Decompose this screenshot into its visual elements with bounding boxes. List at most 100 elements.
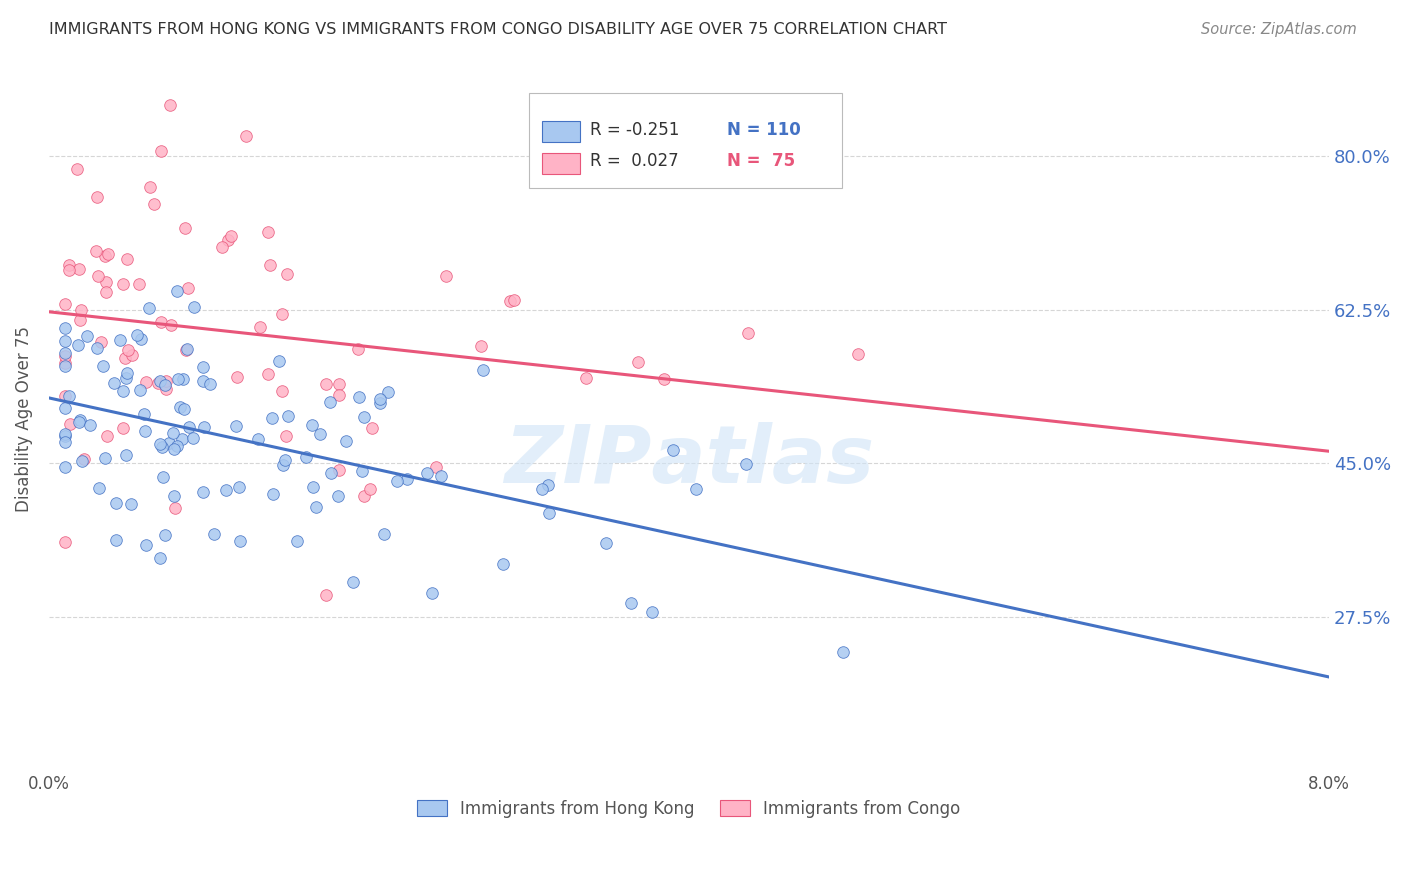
Point [211, 240, 233, 254]
Point [229, 533, 252, 548]
Point [114, 448, 136, 462]
Point [219, 228, 242, 243]
Point [53, 389, 76, 403]
Point [121, 348, 143, 362]
Point [257, 367, 280, 381]
Point [86, 190, 108, 204]
Point [620, 597, 643, 611]
Point [434, 268, 457, 283]
Point [202, 527, 225, 541]
Point [373, 527, 395, 541]
Point [152, 470, 174, 484]
Point [277, 409, 299, 424]
Point [215, 483, 238, 497]
Point [181, 431, 204, 445]
Point [176, 343, 198, 358]
Point [138, 301, 160, 315]
Point [87, 482, 110, 496]
Point [53, 297, 76, 311]
Point [139, 179, 162, 194]
Point [159, 98, 181, 112]
Point [177, 281, 200, 295]
Text: N = 110: N = 110 [727, 121, 801, 139]
Point [575, 370, 598, 384]
Point [103, 376, 125, 390]
Point [58, 389, 80, 403]
Point [108, 333, 131, 347]
Point [430, 469, 453, 483]
Point [162, 425, 184, 440]
Point [129, 332, 152, 346]
Point [59, 417, 82, 431]
Point [305, 500, 328, 514]
Point [79, 417, 101, 432]
Point [58, 263, 80, 277]
Point [308, 426, 330, 441]
Point [352, 464, 374, 478]
Point [627, 355, 650, 369]
Point [172, 372, 194, 386]
Point [135, 538, 157, 552]
Point [114, 351, 136, 365]
Point [149, 374, 172, 388]
Point [353, 410, 375, 425]
Point [112, 384, 135, 398]
Point [70, 302, 93, 317]
Point [276, 267, 298, 281]
Point [225, 418, 247, 433]
Point [176, 342, 198, 356]
Point [53, 427, 76, 442]
Point [134, 424, 156, 438]
Point [105, 496, 128, 510]
Point [328, 463, 350, 477]
Point [97, 246, 120, 260]
Y-axis label: Disability Age Over 75: Disability Age Over 75 [15, 326, 32, 512]
Point [155, 382, 177, 396]
Point [420, 586, 443, 600]
Point [150, 144, 173, 158]
Point [737, 326, 759, 341]
Point [173, 401, 195, 416]
Point [96, 429, 118, 443]
Point [537, 477, 560, 491]
Point [135, 375, 157, 389]
Point [149, 437, 172, 451]
Point [120, 498, 142, 512]
Point [595, 535, 617, 549]
Point [84, 244, 107, 259]
Point [530, 482, 553, 496]
Point [53, 459, 76, 474]
Point [132, 407, 155, 421]
Point [370, 392, 392, 406]
Point [191, 375, 214, 389]
Point [67, 262, 90, 277]
Point [111, 277, 134, 291]
Point [295, 450, 318, 464]
Point [228, 480, 250, 494]
Point [235, 129, 257, 144]
Point [53, 359, 76, 373]
Point [174, 220, 197, 235]
Point [652, 372, 675, 386]
Point [170, 432, 193, 446]
Point [150, 440, 173, 454]
FancyBboxPatch shape [541, 121, 581, 142]
Point [117, 366, 139, 380]
Point [470, 338, 492, 352]
Point [247, 432, 270, 446]
Point [262, 487, 284, 501]
Point [257, 225, 280, 239]
Point [166, 284, 188, 298]
Point [166, 439, 188, 453]
Point [160, 318, 183, 333]
Point [153, 527, 176, 541]
Point [271, 307, 294, 321]
Point [271, 384, 294, 398]
Point [387, 474, 409, 488]
Point [150, 315, 173, 329]
Legend: Immigrants from Hong Kong, Immigrants from Congo: Immigrants from Hong Kong, Immigrants fr… [411, 794, 967, 825]
Point [191, 485, 214, 500]
Point [76, 328, 98, 343]
Point [342, 575, 364, 590]
Point [167, 372, 190, 386]
